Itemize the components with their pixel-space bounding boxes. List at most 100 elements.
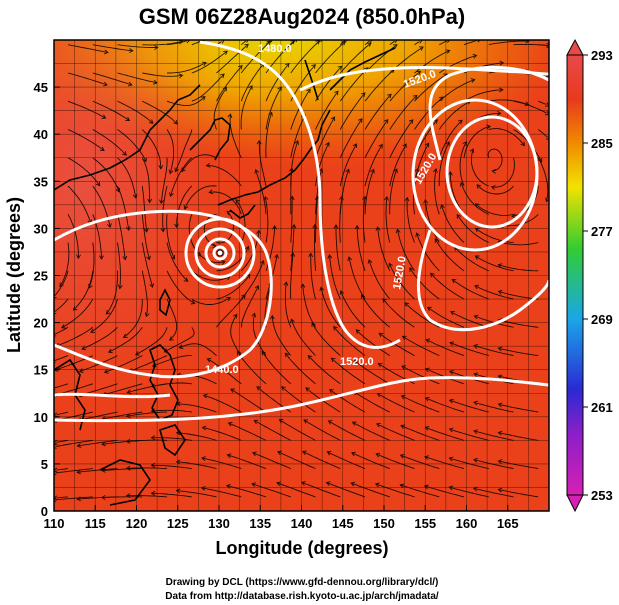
streamline-arrowhead <box>54 332 57 337</box>
streamline <box>258 140 267 187</box>
streamline-arrowhead <box>449 369 454 375</box>
streamline-arrowhead <box>426 306 432 312</box>
streamline-arrowhead <box>88 283 93 289</box>
streamline-arrowhead <box>497 487 503 493</box>
streamline-arrowhead <box>382 298 387 303</box>
streamline <box>303 419 341 441</box>
streamline <box>438 141 450 187</box>
streamline-arrowhead <box>160 227 166 233</box>
streamline-arrowhead <box>474 203 480 208</box>
streamline <box>117 44 158 48</box>
streamline <box>538 129 548 138</box>
streamline-arrowhead <box>153 79 158 85</box>
streamline-arrowhead <box>61 324 66 329</box>
streamline <box>235 199 246 243</box>
streamline <box>117 242 121 289</box>
streamline-arrowhead <box>232 313 238 319</box>
streamline-arrowhead <box>201 61 207 67</box>
streamline-arrowhead <box>246 40 249 43</box>
streamline-arrowhead <box>458 119 463 125</box>
streamline <box>101 496 143 499</box>
streamline <box>414 41 420 46</box>
streamline-arrowhead <box>169 192 174 198</box>
streamline-arrowhead <box>320 40 323 43</box>
streamline-arrowhead <box>412 94 418 100</box>
streamline-arrowhead <box>176 401 181 407</box>
streamline <box>414 73 448 102</box>
streamline-arrowhead <box>126 389 132 395</box>
streamline <box>106 270 119 315</box>
streamline-arrowhead <box>122 255 128 261</box>
streamline-arrowhead <box>341 41 346 46</box>
streamline <box>126 495 168 498</box>
streamline-arrowhead <box>226 297 231 302</box>
streamline <box>375 483 415 498</box>
streamline-arrowhead <box>476 184 482 189</box>
streamline-arrowhead <box>186 40 191 44</box>
streamline-arrowhead <box>497 374 503 380</box>
streamline-arrowhead <box>350 451 356 457</box>
streamline <box>487 148 503 172</box>
streamline-arrowhead <box>358 118 363 123</box>
streamline <box>389 95 418 130</box>
streamline <box>240 40 271 74</box>
streamline-arrowhead <box>101 495 106 500</box>
streamline <box>315 142 330 187</box>
streamline <box>151 437 192 441</box>
streamline-arrowhead <box>473 457 478 463</box>
streamline-arrowhead <box>127 81 133 87</box>
streamline <box>77 439 118 447</box>
streamline-arrowhead <box>330 116 336 122</box>
streamline-arrowhead <box>158 165 164 170</box>
streamline-arrowhead <box>223 50 228 55</box>
streamline <box>141 242 154 288</box>
streamline <box>191 297 231 305</box>
streamline <box>498 264 539 272</box>
streamline <box>470 148 489 187</box>
streamline <box>229 114 242 158</box>
streamline-arrowhead <box>448 456 454 462</box>
streamline <box>276 482 316 498</box>
streamline <box>401 395 440 413</box>
streamline <box>388 263 415 300</box>
streamline <box>209 191 242 215</box>
streamline <box>339 118 363 158</box>
streamline <box>216 294 246 328</box>
streamline-arrowhead <box>144 312 150 318</box>
streamline <box>315 65 343 102</box>
streamline <box>449 399 489 413</box>
streamline-arrowhead <box>327 420 333 425</box>
streamline <box>81 326 118 350</box>
streamline-arrowhead <box>424 142 430 148</box>
colorbar-bar <box>566 54 584 496</box>
streamline-arrowhead <box>125 226 131 231</box>
streamline <box>290 40 296 46</box>
streamline-arrowhead <box>325 141 330 147</box>
streamline <box>176 432 217 441</box>
streamline <box>265 86 282 130</box>
streamline <box>167 62 207 74</box>
streamline <box>356 225 366 271</box>
streamline <box>364 69 395 102</box>
streamline <box>102 411 143 420</box>
streamline-arrowhead <box>490 185 496 191</box>
streamline-arrowhead <box>253 419 259 425</box>
streamline <box>361 294 391 328</box>
credit-line-1: Drawing by DCL (https://www.gfd-dennou.o… <box>166 577 439 588</box>
streamline-arrowhead <box>274 253 279 259</box>
streamline <box>402 335 440 357</box>
streamline-arrowhead <box>72 306 78 311</box>
streamline <box>389 168 398 215</box>
streamline <box>498 290 539 300</box>
streamline <box>460 182 489 215</box>
streamline <box>315 90 339 130</box>
streamline <box>364 119 389 158</box>
streamline <box>327 451 366 470</box>
streamline <box>213 87 227 130</box>
streamline-arrowhead <box>473 429 478 435</box>
streamline <box>377 227 391 271</box>
streamline <box>389 143 407 187</box>
streamline-arrowhead <box>225 483 231 489</box>
streamline <box>202 426 242 441</box>
streamline <box>463 125 491 158</box>
